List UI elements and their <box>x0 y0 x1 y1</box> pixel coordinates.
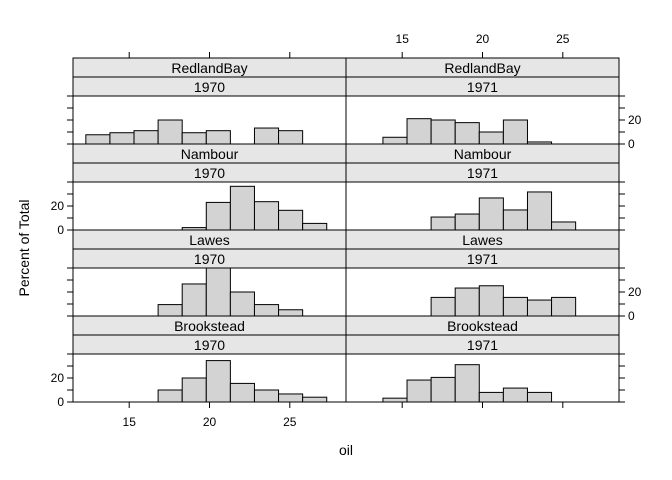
histogram-bar <box>526 191 553 231</box>
strip-year-label: 1971 <box>467 79 498 95</box>
histogram-bar <box>205 360 231 403</box>
y-tick-label: 0 <box>57 395 64 409</box>
histogram-bar <box>502 387 528 403</box>
x-tick-label: 25 <box>556 32 570 46</box>
histogram-bar <box>478 197 504 231</box>
strip-year-label: 1971 <box>467 165 498 181</box>
x-tick-label: 25 <box>283 415 297 429</box>
histogram-bar <box>205 201 231 231</box>
panel-brookstead-1971: Brookstead 1971 <box>345 315 620 403</box>
histogram-bar <box>278 130 304 145</box>
histogram-bar <box>302 222 328 231</box>
histogram-bar <box>157 389 183 403</box>
x-axis-label: oil <box>339 442 353 458</box>
panels: RedlandBay1970RedlandBay1971Nambour1970N… <box>72 57 620 403</box>
y-tick-label: 0 <box>628 137 635 151</box>
histogram-bar <box>430 119 456 145</box>
histogram-bar <box>454 287 480 317</box>
histogram-bar <box>253 201 280 231</box>
panel-redlandbay-1970: RedlandBay 1970 <box>72 57 347 145</box>
histogram-bar <box>85 134 111 145</box>
histogram-bar <box>278 309 304 317</box>
strip-location-label: RedlandBay <box>171 60 247 76</box>
histogram-bar <box>302 396 328 403</box>
x-tick-label: 15 <box>396 32 410 46</box>
strip-location-label: Brookstead <box>174 318 245 334</box>
strip-year-label: 1970 <box>194 79 225 95</box>
histogram-bar <box>478 391 504 403</box>
histogram-bar <box>430 376 456 403</box>
histogram-bar <box>430 296 456 317</box>
histogram-bar <box>526 299 553 317</box>
histogram-bar <box>406 118 432 145</box>
histogram-bar <box>478 131 504 145</box>
strip-location-label: Nambour <box>454 146 512 162</box>
panel-lawes-1970: Lawes 1970 <box>72 229 347 317</box>
histogram-bar <box>229 185 255 231</box>
histogram-bar <box>109 132 135 145</box>
histogram-bar <box>478 285 504 317</box>
panel-frame <box>345 315 620 403</box>
histogram-bar <box>430 216 456 231</box>
y-tick-label: 0 <box>628 309 635 323</box>
histogram-bar <box>253 304 280 317</box>
x-tick-label: 20 <box>203 415 217 429</box>
histogram-bar <box>205 130 231 145</box>
strip-location-label: Nambour <box>181 146 239 162</box>
histogram-bar <box>181 377 207 403</box>
histogram-bar <box>181 132 207 145</box>
histogram-bar <box>157 119 183 145</box>
histogram-bar <box>253 127 280 145</box>
y-axis-label: Percent of Total <box>16 199 32 296</box>
histogram-bar <box>253 389 280 403</box>
histogram-bar <box>229 382 255 403</box>
histogram-bar <box>406 379 432 403</box>
histogram-bar <box>205 267 231 317</box>
histogram-bar <box>157 304 183 317</box>
axis-ticks: 15 15 20 20 25 25 0 20 0 20 0 20 0 20 <box>51 32 642 429</box>
strip-year-label: 1971 <box>467 251 498 267</box>
strip-year-label: 1970 <box>194 165 225 181</box>
y-tick-label: 0 <box>57 223 64 237</box>
histogram-bar <box>551 296 577 317</box>
histogram-bar <box>181 283 207 317</box>
histogram-bar <box>454 122 480 145</box>
strip-location-label: Lawes <box>462 232 502 248</box>
strip-location-label: RedlandBay <box>444 60 520 76</box>
histogram-bar <box>454 213 480 231</box>
y-tick-label: 20 <box>51 371 65 385</box>
panel-nambour-1970: Nambour 1970 <box>72 143 347 231</box>
strip-year-label: 1970 <box>194 337 225 353</box>
histogram-bar <box>502 296 528 317</box>
histogram-bar <box>454 364 480 403</box>
histogram-bar <box>551 221 577 231</box>
histogram-bar <box>382 397 408 403</box>
panel-nambour-1971: Nambour 1971 <box>345 143 620 231</box>
y-tick-label: 20 <box>51 199 65 213</box>
panel-redlandbay-1971: RedlandBay 1971 <box>345 57 620 145</box>
panel-lawes-1971: Lawes 1971 <box>345 229 620 317</box>
histogram-bar <box>382 136 408 145</box>
histogram-bar <box>502 119 528 145</box>
strip-year-label: 1970 <box>194 251 225 267</box>
y-tick-label: 20 <box>628 285 642 299</box>
strip-location-label: Lawes <box>189 232 229 248</box>
x-tick-label: 15 <box>123 415 137 429</box>
panel-brookstead-1970: Brookstead 1970 <box>72 315 347 403</box>
histogram-bar <box>278 393 304 403</box>
strip-year-label: 1971 <box>467 337 498 353</box>
histogram-bar <box>229 291 255 317</box>
strip-location-label: Brookstead <box>447 318 518 334</box>
histogram-bar <box>526 391 553 403</box>
histogram-bar <box>502 209 528 231</box>
histogram-bar <box>133 130 159 145</box>
y-tick-label: 20 <box>628 113 642 127</box>
x-tick-label: 20 <box>476 32 490 46</box>
histogram-bar <box>278 209 304 231</box>
